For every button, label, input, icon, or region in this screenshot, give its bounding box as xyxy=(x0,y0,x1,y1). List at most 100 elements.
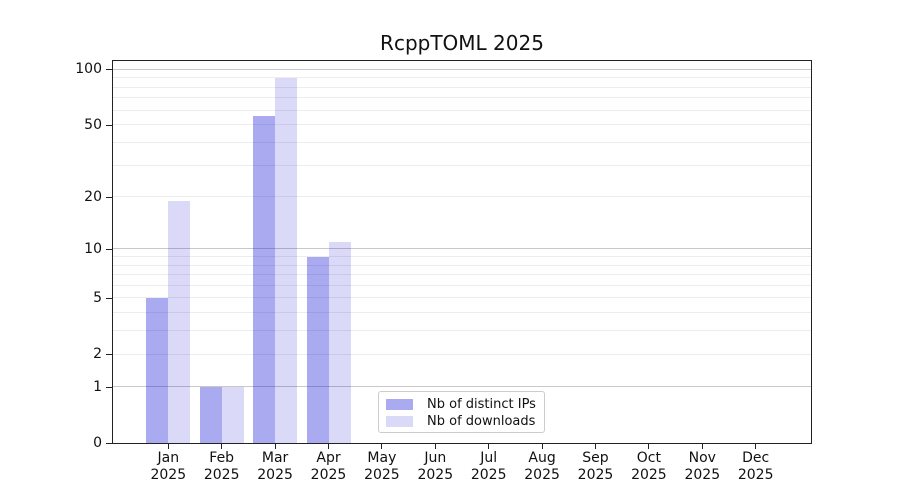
x-tick-mark xyxy=(648,444,650,449)
x-tick-mark xyxy=(221,444,223,449)
gridline-minor xyxy=(113,297,811,299)
x-tick-label-aug: Aug 2025 xyxy=(510,450,574,484)
x-tick-year: 2025 xyxy=(417,467,454,483)
x-tick-month: Jul xyxy=(480,450,498,466)
bar-distinct-ips-apr xyxy=(306,256,329,443)
y-tick-mark xyxy=(106,196,112,198)
x-tick-month: Feb xyxy=(209,450,235,466)
x-tick-year: 2025 xyxy=(257,467,293,483)
gridline-major xyxy=(113,248,811,250)
gridline-minor xyxy=(113,77,811,79)
x-tick-year: 2025 xyxy=(310,467,347,483)
gridline-minor xyxy=(113,109,811,111)
y-tick-mark xyxy=(106,297,112,299)
gridline-minor xyxy=(113,97,811,99)
bar-downloads-mar xyxy=(275,77,298,443)
gridline-minor xyxy=(113,164,811,166)
legend-swatch-distinct-ips xyxy=(386,399,413,410)
x-tick-label-jul: Jul 2025 xyxy=(457,450,521,484)
y-tick-mark xyxy=(106,443,112,444)
x-tick-mark xyxy=(755,444,757,449)
y-tick-mark xyxy=(106,124,112,126)
bar-downloads-apr xyxy=(328,241,351,443)
x-tick-mark xyxy=(488,444,490,449)
x-tick-month: Jun xyxy=(424,450,447,466)
bar-downloads-feb xyxy=(221,386,244,443)
y-tick-label: 50 xyxy=(84,116,102,133)
gridline-major xyxy=(113,386,811,388)
gridline-minor xyxy=(113,353,811,355)
x-tick-year: 2025 xyxy=(577,467,614,483)
gridline-minor xyxy=(113,285,811,286)
x-tick-month: Sep xyxy=(582,450,609,466)
x-tick-year: 2025 xyxy=(524,467,560,483)
x-tick-mark xyxy=(328,444,329,449)
x-tick-mark xyxy=(167,444,169,449)
plot-area xyxy=(112,60,812,444)
x-tick-month: Dec xyxy=(742,450,770,466)
x-tick-year: 2025 xyxy=(150,467,187,483)
x-tick-label-jun: Jun 2025 xyxy=(403,450,467,484)
y-tick-label: 0 xyxy=(93,435,102,451)
x-tick-label-dec: Dec 2025 xyxy=(724,450,788,484)
gridline-minor xyxy=(113,264,811,266)
bar-downloads-jan xyxy=(168,200,191,443)
y-tick-label: 20 xyxy=(84,188,102,205)
x-tick-year: 2025 xyxy=(470,467,507,483)
x-tick-month: May xyxy=(367,450,397,466)
gridline-major xyxy=(113,68,811,70)
x-tick-mark xyxy=(595,444,596,449)
x-tick-mark xyxy=(541,444,543,449)
x-tick-mark xyxy=(701,444,703,449)
chart-title: RcppTOML 2025 xyxy=(380,31,544,55)
x-tick-month: Aug xyxy=(528,450,556,466)
legend-label-distinct-ips: Nb of distinct IPs xyxy=(427,397,536,412)
x-tick-year: 2025 xyxy=(364,467,400,483)
x-tick-mark xyxy=(381,444,383,449)
gridline-minor xyxy=(113,86,811,88)
legend-swatch-downloads xyxy=(386,416,413,427)
x-tick-year: 2025 xyxy=(737,467,774,483)
gridline-minor xyxy=(113,256,811,258)
x-tick-mark xyxy=(434,444,436,449)
x-tick-month: Apr xyxy=(316,450,341,466)
x-tick-month: Mar xyxy=(261,450,289,466)
x-tick-month: Nov xyxy=(688,450,716,466)
x-tick-label-oct: Oct 2025 xyxy=(617,450,681,484)
y-tick-label: 5 xyxy=(93,289,102,306)
gridline-minor xyxy=(113,141,811,143)
x-tick-label-feb: Feb 2025 xyxy=(190,450,254,484)
legend-item-distinct-ips: Nb of distinct IPs xyxy=(379,396,544,413)
x-tick-label-nov: Nov 2025 xyxy=(670,450,734,484)
gridline-minor xyxy=(113,196,811,197)
gridline-minor xyxy=(113,312,811,314)
legend-label-downloads: Nb of downloads xyxy=(427,414,536,429)
gridline-minor xyxy=(113,124,811,126)
x-tick-label-apr: Apr 2025 xyxy=(297,450,361,484)
gridline-minor xyxy=(113,330,811,332)
y-tick-label: 1 xyxy=(93,378,102,395)
bar-distinct-ips-mar xyxy=(253,115,276,443)
gridline-minor xyxy=(113,274,811,276)
x-tick-label-mar: Mar 2025 xyxy=(243,450,307,484)
y-tick-mark xyxy=(106,248,112,250)
y-tick-mark xyxy=(106,386,112,388)
x-tick-month: Oct xyxy=(636,450,661,466)
bar-distinct-ips-feb xyxy=(199,386,222,443)
y-tick-mark xyxy=(106,354,112,356)
x-tick-year: 2025 xyxy=(203,467,240,483)
bar-distinct-ips-jan xyxy=(146,297,169,443)
x-tick-year: 2025 xyxy=(631,467,667,483)
y-tick-label: 10 xyxy=(84,240,102,257)
x-tick-label-sep: Sep 2025 xyxy=(564,450,628,484)
x-tick-label-jan: Jan 2025 xyxy=(136,450,200,484)
x-tick-month: Jan xyxy=(157,450,180,466)
y-tick-label: 2 xyxy=(93,346,102,363)
x-tick-label-may: May 2025 xyxy=(350,450,414,484)
x-tick-mark xyxy=(274,444,276,449)
legend: Nb of distinct IPs Nb of downloads xyxy=(378,391,545,433)
x-tick-year: 2025 xyxy=(684,467,721,483)
y-tick-label: 100 xyxy=(75,61,102,78)
legend-item-downloads: Nb of downloads xyxy=(379,413,544,430)
